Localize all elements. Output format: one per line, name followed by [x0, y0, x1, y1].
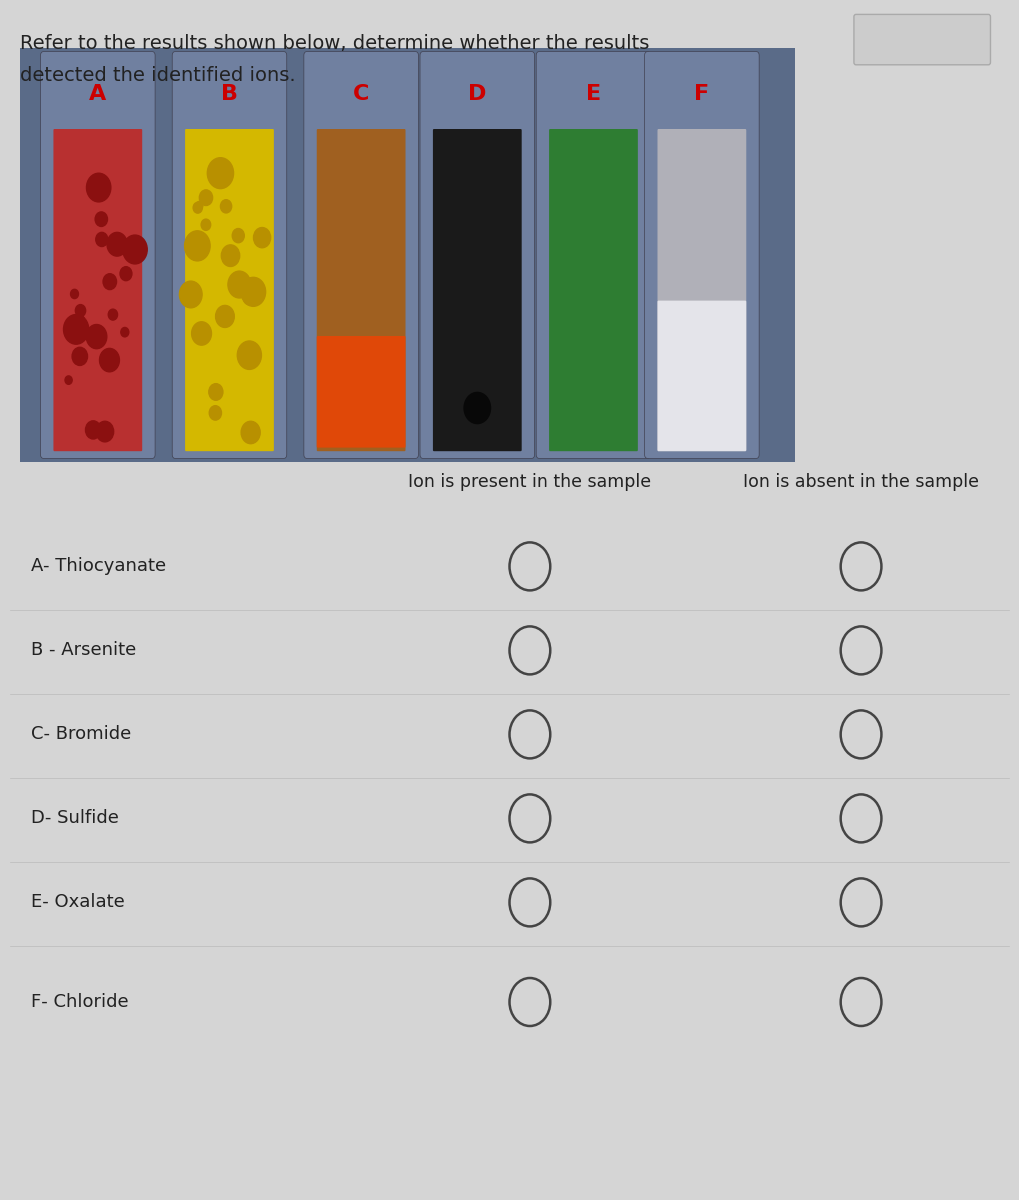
- Text: D: D: [468, 84, 486, 103]
- Circle shape: [121, 328, 128, 337]
- Circle shape: [220, 199, 231, 212]
- FancyBboxPatch shape: [172, 52, 286, 458]
- FancyBboxPatch shape: [536, 52, 651, 458]
- Text: Ion is absent in the sample: Ion is absent in the sample: [743, 473, 979, 492]
- Text: C: C: [353, 84, 369, 103]
- Circle shape: [244, 292, 255, 305]
- FancyBboxPatch shape: [304, 52, 419, 458]
- Circle shape: [221, 245, 239, 266]
- Text: B - Arsenite: B - Arsenite: [31, 641, 136, 659]
- FancyBboxPatch shape: [433, 128, 522, 451]
- Circle shape: [209, 406, 221, 420]
- FancyBboxPatch shape: [657, 128, 746, 451]
- Text: F: F: [694, 84, 709, 103]
- Circle shape: [87, 173, 111, 202]
- FancyBboxPatch shape: [53, 128, 143, 451]
- Circle shape: [120, 266, 131, 281]
- FancyBboxPatch shape: [317, 128, 406, 451]
- FancyBboxPatch shape: [185, 128, 274, 451]
- Text: detected the identified ions.: detected the identified ions.: [20, 66, 296, 85]
- Circle shape: [100, 348, 119, 372]
- Circle shape: [95, 212, 107, 227]
- Circle shape: [240, 277, 266, 306]
- Circle shape: [68, 314, 85, 334]
- Circle shape: [63, 314, 89, 344]
- Text: Ion is present in the sample: Ion is present in the sample: [409, 473, 651, 492]
- Circle shape: [216, 306, 234, 328]
- Circle shape: [72, 347, 88, 366]
- Circle shape: [237, 341, 262, 370]
- Circle shape: [65, 376, 72, 384]
- FancyBboxPatch shape: [41, 52, 155, 458]
- Circle shape: [184, 230, 210, 260]
- Text: E- Oxalate: E- Oxalate: [31, 893, 124, 912]
- Circle shape: [75, 305, 86, 317]
- Circle shape: [228, 271, 251, 298]
- Circle shape: [107, 233, 127, 256]
- Text: A- Thiocyanate: A- Thiocyanate: [31, 557, 166, 575]
- Circle shape: [194, 203, 203, 214]
- Circle shape: [242, 421, 260, 444]
- Text: F- Chloride: F- Chloride: [31, 994, 128, 1010]
- Circle shape: [196, 202, 203, 210]
- Circle shape: [87, 324, 107, 349]
- Circle shape: [254, 228, 271, 247]
- Circle shape: [86, 421, 101, 439]
- Circle shape: [103, 274, 116, 289]
- FancyBboxPatch shape: [317, 336, 406, 448]
- Circle shape: [96, 233, 108, 246]
- Circle shape: [73, 314, 85, 329]
- Circle shape: [201, 220, 211, 230]
- Circle shape: [200, 190, 213, 205]
- FancyBboxPatch shape: [20, 48, 795, 462]
- Circle shape: [70, 289, 78, 299]
- Circle shape: [207, 157, 233, 188]
- FancyBboxPatch shape: [854, 14, 990, 65]
- Circle shape: [232, 228, 245, 242]
- Circle shape: [108, 310, 117, 320]
- Circle shape: [464, 392, 490, 424]
- Text: B: B: [221, 84, 238, 103]
- Text: D- Sulfide: D- Sulfide: [31, 809, 118, 828]
- Text: E: E: [586, 84, 601, 103]
- Text: Refer to the results shown below, determine whether the results: Refer to the results shown below, determ…: [20, 34, 650, 53]
- Text: A: A: [90, 84, 106, 103]
- FancyBboxPatch shape: [645, 52, 759, 458]
- Circle shape: [179, 281, 202, 308]
- FancyBboxPatch shape: [657, 300, 746, 451]
- Circle shape: [122, 235, 147, 264]
- FancyBboxPatch shape: [549, 128, 638, 451]
- Text: C- Bromide: C- Bromide: [31, 725, 130, 743]
- FancyBboxPatch shape: [420, 52, 535, 458]
- Circle shape: [209, 384, 223, 401]
- Circle shape: [192, 322, 212, 346]
- Circle shape: [96, 421, 114, 442]
